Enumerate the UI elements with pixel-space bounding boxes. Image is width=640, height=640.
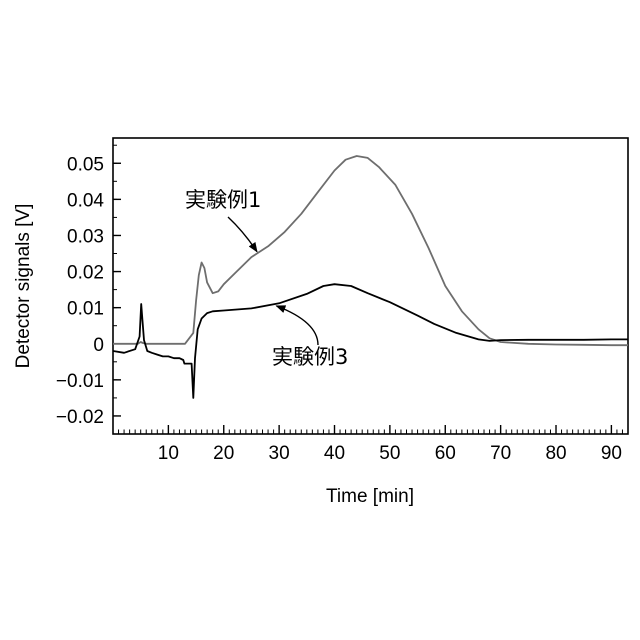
annotations: 実験例1 実験例3 — [185, 188, 348, 369]
y-tick-label: −0.02 — [56, 407, 104, 428]
y-tick-label: 0 — [93, 335, 104, 356]
annotation-label: 実験例1 — [185, 188, 261, 212]
x-tick-label: 60 — [435, 443, 456, 464]
y-tick-label: 0.05 — [67, 154, 104, 175]
x-axis-title: Time [min] — [326, 486, 414, 507]
y-tick-label: −0.01 — [56, 371, 104, 392]
series-line-2 — [113, 284, 628, 398]
annotation-label: 実験例3 — [272, 345, 348, 369]
plot-frame — [113, 138, 628, 434]
annotation-arrow — [276, 306, 318, 345]
x-tick-label: 90 — [601, 443, 622, 464]
x-tick-label: 10 — [158, 443, 179, 464]
y-tick-label: 0.02 — [67, 263, 104, 284]
x-tick-label: 20 — [213, 443, 234, 464]
x-tick-label: 30 — [269, 443, 290, 464]
annotation-arrow — [228, 217, 257, 252]
x-axis-ticks: 10 20 30 40 50 60 70 80 90 — [119, 425, 628, 464]
x-tick-label: 80 — [545, 443, 566, 464]
x-tick-label: 50 — [379, 443, 400, 464]
y-tick-label: 0.01 — [67, 299, 104, 320]
y-tick-label: 0.04 — [67, 190, 104, 211]
y-axis-ticks: −0.02 −0.01 0 0.01 0.02 0.03 0.04 0.05 — [56, 145, 121, 434]
x-tick-label: 70 — [490, 443, 511, 464]
y-tick-label: 0.03 — [67, 226, 104, 247]
x-tick-label: 40 — [324, 443, 345, 464]
y-axis-title: Detector signals [V] — [13, 204, 34, 369]
series-line-1 — [113, 156, 628, 345]
